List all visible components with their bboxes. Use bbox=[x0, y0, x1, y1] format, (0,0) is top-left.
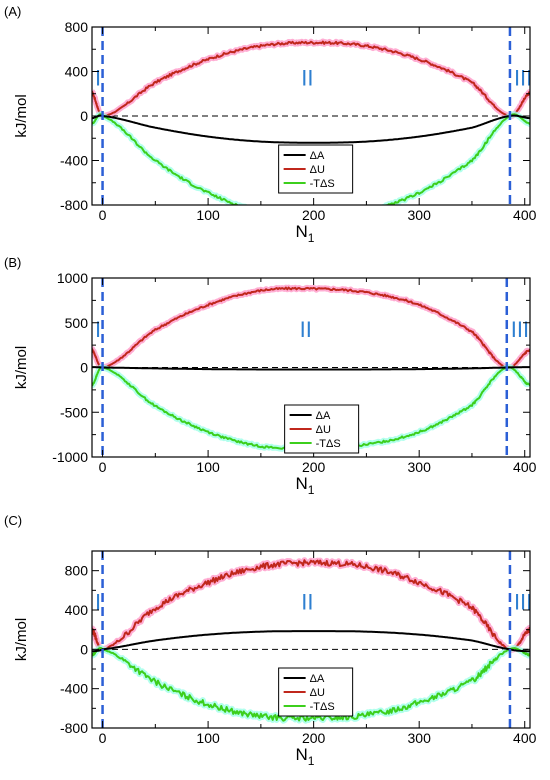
x-axis-label-sub: 1 bbox=[308, 754, 315, 768]
panel-label: (C) bbox=[4, 513, 22, 528]
x-tick-label: 400 bbox=[513, 730, 537, 746]
x-tick-label: 0 bbox=[99, 207, 107, 223]
series-line-dU bbox=[92, 286, 530, 369]
x-axis-label: N1 bbox=[296, 474, 315, 497]
y-axis-label: kJ/mol bbox=[13, 618, 30, 661]
region-label-I: I bbox=[95, 66, 101, 91]
region-label-II: II bbox=[301, 66, 313, 91]
legend-label-TdS: -TΔS bbox=[310, 178, 335, 190]
plot-area bbox=[92, 557, 530, 724]
panel-label: (B) bbox=[4, 255, 21, 270]
x-tick-label: 200 bbox=[302, 459, 326, 475]
y-tick-label: 500 bbox=[65, 315, 89, 331]
series-line-TdS bbox=[92, 113, 530, 205]
region-label-II: II bbox=[301, 589, 313, 614]
series-line-dA bbox=[92, 366, 530, 371]
legend: ΔA ΔU -TΔS bbox=[284, 404, 360, 454]
region-label-I: I bbox=[95, 589, 101, 614]
x-axis-label: N1 bbox=[296, 222, 315, 245]
y-tick-label: 800 bbox=[65, 19, 89, 35]
y-tick-label: -500 bbox=[60, 404, 88, 420]
legend: ΔA ΔU -TΔS bbox=[278, 667, 354, 717]
x-tick-label: 300 bbox=[408, 730, 432, 746]
x-tick-label: 0 bbox=[99, 730, 107, 746]
series-line-dA bbox=[92, 114, 530, 144]
x-tick-label: 400 bbox=[513, 459, 537, 475]
series-line-dU bbox=[92, 40, 530, 118]
legend-label-dA: ΔA bbox=[310, 673, 325, 685]
y-tick-label: -1000 bbox=[52, 449, 88, 465]
x-tick-label: 0 bbox=[99, 459, 107, 475]
x-tick-label: 100 bbox=[196, 207, 220, 223]
y-tick-label: 0 bbox=[80, 641, 88, 657]
legend-label-dU: ΔU bbox=[310, 687, 325, 699]
x-axis-label-sub: 1 bbox=[308, 231, 315, 245]
y-tick-label: 400 bbox=[65, 64, 89, 80]
series-line-dU bbox=[92, 559, 530, 651]
y-tick-label: 400 bbox=[65, 602, 89, 618]
x-axis-label: N1 bbox=[296, 745, 315, 768]
y-tick-label: 0 bbox=[80, 108, 88, 124]
y-tick-label: 1000 bbox=[57, 270, 88, 286]
region-label-III: III bbox=[514, 589, 532, 614]
legend-label-dA: ΔA bbox=[310, 150, 325, 162]
region-label-III: III bbox=[511, 317, 529, 342]
legend-label-TdS: -TΔS bbox=[316, 438, 341, 450]
x-tick-label: 200 bbox=[302, 207, 326, 223]
legend-label-dU: ΔU bbox=[310, 164, 325, 176]
y-axis-label: kJ/mol bbox=[13, 346, 30, 389]
x-tick-label: 100 bbox=[196, 459, 220, 475]
series-line-dA bbox=[92, 630, 530, 653]
x-tick-label: 200 bbox=[302, 730, 326, 746]
x-axis-label-sub: 1 bbox=[308, 483, 315, 497]
y-tick-label: -400 bbox=[60, 153, 88, 169]
legend-label-dA: ΔA bbox=[316, 410, 331, 422]
y-tick-label: 800 bbox=[65, 563, 89, 579]
legend-label-dU: ΔU bbox=[316, 424, 331, 436]
series-line-TdS bbox=[92, 647, 530, 722]
x-axis-label-main: N bbox=[296, 745, 308, 764]
axes-frame bbox=[91, 550, 531, 729]
x-axis-label-main: N bbox=[296, 222, 308, 241]
panel-label: (A) bbox=[4, 4, 21, 19]
y-tick-label: -400 bbox=[60, 681, 88, 697]
x-tick-label: 400 bbox=[513, 207, 537, 223]
x-axis-label-main: N bbox=[296, 474, 308, 493]
x-tick-label: 300 bbox=[408, 459, 432, 475]
y-tick-label: -800 bbox=[60, 720, 88, 736]
region-label-II: II bbox=[300, 317, 312, 342]
legend: ΔA ΔU -TΔS bbox=[278, 144, 354, 194]
y-tick-label: -800 bbox=[60, 197, 88, 213]
legend-label-TdS: -TΔS bbox=[310, 701, 335, 713]
y-axis-label: kJ/mol bbox=[13, 94, 30, 137]
plot-area bbox=[92, 38, 530, 205]
x-tick-label: 300 bbox=[408, 207, 432, 223]
y-tick-label: 0 bbox=[80, 360, 88, 376]
region-label-I: I bbox=[95, 317, 101, 342]
x-tick-label: 100 bbox=[196, 730, 220, 746]
